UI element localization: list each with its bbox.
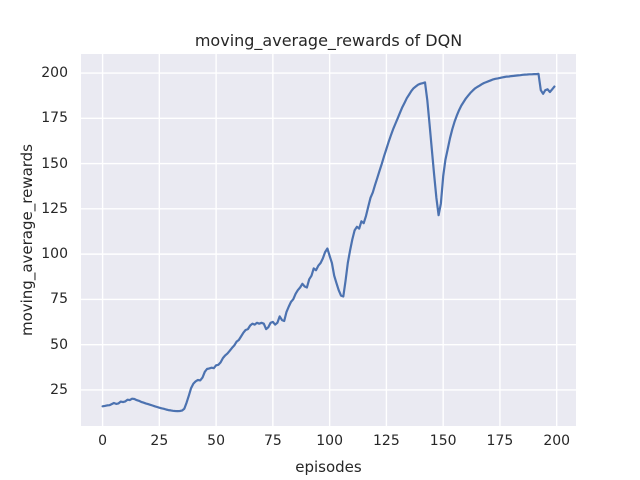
y-tick-label: 200 <box>41 65 68 82</box>
y-tick-label: 175 <box>41 110 68 127</box>
x-axis-label: episodes <box>295 458 362 476</box>
y-tick-label: 100 <box>41 246 68 263</box>
plot-background <box>81 54 576 426</box>
x-tick-label: 0 <box>98 433 108 449</box>
y-tick-label: 125 <box>41 200 68 217</box>
chart-title: moving_average_rewards of DQN <box>194 31 463 50</box>
series-line-moving_average_rewards <box>101 72 556 413</box>
y-tick-label: 75 <box>50 291 68 308</box>
x-tick-label: 125 <box>373 433 400 449</box>
x-tick-label: 25 <box>150 433 169 449</box>
y-tick-label: 150 <box>41 155 68 172</box>
x-tick-label: 100 <box>316 433 343 449</box>
x-tick-label: 175 <box>486 433 514 449</box>
x-tick-label: 75 <box>263 433 282 449</box>
x-tick-label: 50 <box>207 433 225 449</box>
y-tick-label: 25 <box>50 381 68 398</box>
y-tick-label: 50 <box>50 336 68 353</box>
x-tick-label: 150 <box>429 433 457 449</box>
x-tick-label: 200 <box>543 433 571 449</box>
